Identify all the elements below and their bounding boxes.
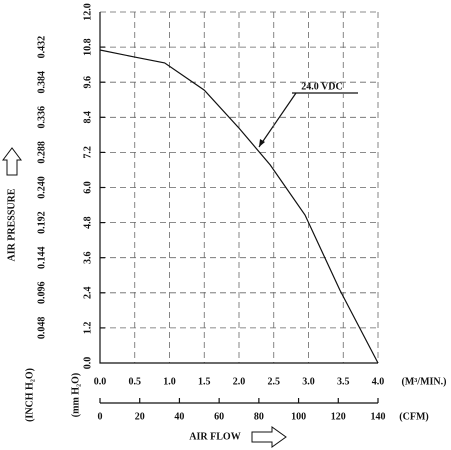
x-tick-label: 0.0 xyxy=(94,376,107,387)
x2-tick-label: 20 xyxy=(135,411,145,422)
x2-tick-label: 80 xyxy=(254,411,264,422)
y2-tick-label: 0.336 xyxy=(36,106,47,129)
y-tick-label: 7.2 xyxy=(82,146,93,159)
x2-tick-label: 100 xyxy=(291,411,306,422)
right-arrow xyxy=(251,426,287,448)
x2-tick-label: 0 xyxy=(98,411,103,422)
y2-tick-label: 0.432 xyxy=(36,36,47,59)
x-unit: (M³/MIN.) xyxy=(402,376,447,387)
y2-tick-label: 0.288 xyxy=(36,141,47,164)
x-tick-label: 3.0 xyxy=(302,376,315,387)
x-tick-label: 0.5 xyxy=(129,376,142,387)
curve xyxy=(99,49,379,364)
x-tick-label: 2.5 xyxy=(268,376,281,387)
y2-tick-label: 0.096 xyxy=(36,282,47,305)
x2-tick-label: 60 xyxy=(214,411,224,422)
x-tick-label: 1.5 xyxy=(198,376,211,387)
y-tick-label: 10.8 xyxy=(82,38,93,56)
x-tick-label: 4.0 xyxy=(372,376,385,387)
x-label: AIR FLOW xyxy=(189,431,240,442)
up-arrow xyxy=(2,147,22,176)
y-tick-label: 1.2 xyxy=(82,322,93,335)
x2-unit: (CFM) xyxy=(399,411,428,422)
y-tick-label: 3.6 xyxy=(82,251,93,264)
annotation: 24.0 VDC xyxy=(301,81,342,92)
y2-tick-label: 0.192 xyxy=(36,211,47,234)
y-tick-label: 0.0 xyxy=(82,357,93,370)
x-tick-label: 3.5 xyxy=(337,376,350,387)
y-tick-label: 4.8 xyxy=(82,216,93,229)
y2-unit: (INCH H₂O) xyxy=(24,368,35,422)
x2-tick-label: 140 xyxy=(371,411,386,422)
annotation-leader xyxy=(258,92,297,148)
x-tick-label: 2.0 xyxy=(233,376,246,387)
y-label: AIR PRESSURE xyxy=(6,188,17,261)
x2-tick-label: 40 xyxy=(174,411,184,422)
x-tick-label: 1.0 xyxy=(163,376,176,387)
y-tick-label: 8.4 xyxy=(82,111,93,124)
y2-tick-label: 0.384 xyxy=(36,71,47,94)
y-tick-label: 2.4 xyxy=(82,287,93,300)
y-tick-label: 12.0 xyxy=(82,3,93,21)
y-tick-label: 6.0 xyxy=(82,181,93,194)
y2-tick-label: 0.048 xyxy=(36,317,47,340)
axes xyxy=(99,12,378,364)
y2-tick-label: 0.144 xyxy=(36,246,47,269)
x2-tick-label: 120 xyxy=(331,411,346,422)
y-unit: (mm H₂O) xyxy=(70,373,81,417)
annotation-arrowhead xyxy=(259,139,265,147)
y-tick-label: 9.6 xyxy=(82,76,93,89)
y2-tick-label: 0.240 xyxy=(36,176,47,199)
